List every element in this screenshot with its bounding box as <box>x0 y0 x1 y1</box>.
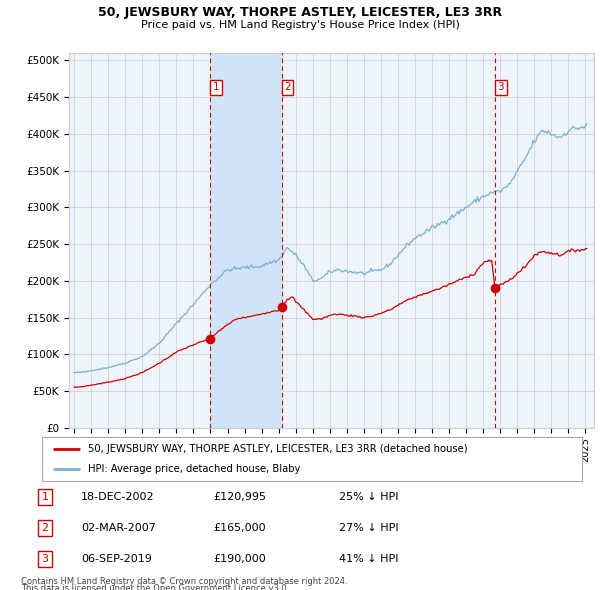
Text: 25% ↓ HPI: 25% ↓ HPI <box>339 493 398 502</box>
Text: 18-DEC-2002: 18-DEC-2002 <box>81 493 155 502</box>
Text: 50, JEWSBURY WAY, THORPE ASTLEY, LEICESTER, LE3 3RR: 50, JEWSBURY WAY, THORPE ASTLEY, LEICEST… <box>98 6 502 19</box>
Text: 1: 1 <box>212 83 219 93</box>
Text: 41% ↓ HPI: 41% ↓ HPI <box>339 554 398 563</box>
Text: 02-MAR-2007: 02-MAR-2007 <box>81 523 156 533</box>
Text: Contains HM Land Registry data © Crown copyright and database right 2024.: Contains HM Land Registry data © Crown c… <box>21 577 347 586</box>
Text: 3: 3 <box>497 83 504 93</box>
Text: HPI: Average price, detached house, Blaby: HPI: Average price, detached house, Blab… <box>88 464 300 474</box>
Text: 2: 2 <box>284 83 291 93</box>
Text: 50, JEWSBURY WAY, THORPE ASTLEY, LEICESTER, LE3 3RR (detached house): 50, JEWSBURY WAY, THORPE ASTLEY, LEICEST… <box>88 444 467 454</box>
Text: 06-SEP-2019: 06-SEP-2019 <box>81 554 152 563</box>
Text: £165,000: £165,000 <box>213 523 266 533</box>
Text: £120,995: £120,995 <box>213 493 266 502</box>
Text: 1: 1 <box>41 493 49 502</box>
Text: £190,000: £190,000 <box>213 554 266 563</box>
Text: This data is licensed under the Open Government Licence v3.0.: This data is licensed under the Open Gov… <box>21 584 289 590</box>
Bar <box>210 53 281 428</box>
Text: Price paid vs. HM Land Registry's House Price Index (HPI): Price paid vs. HM Land Registry's House … <box>140 20 460 30</box>
Text: 27% ↓ HPI: 27% ↓ HPI <box>339 523 398 533</box>
Text: 2: 2 <box>41 523 49 533</box>
Text: 3: 3 <box>41 554 49 563</box>
